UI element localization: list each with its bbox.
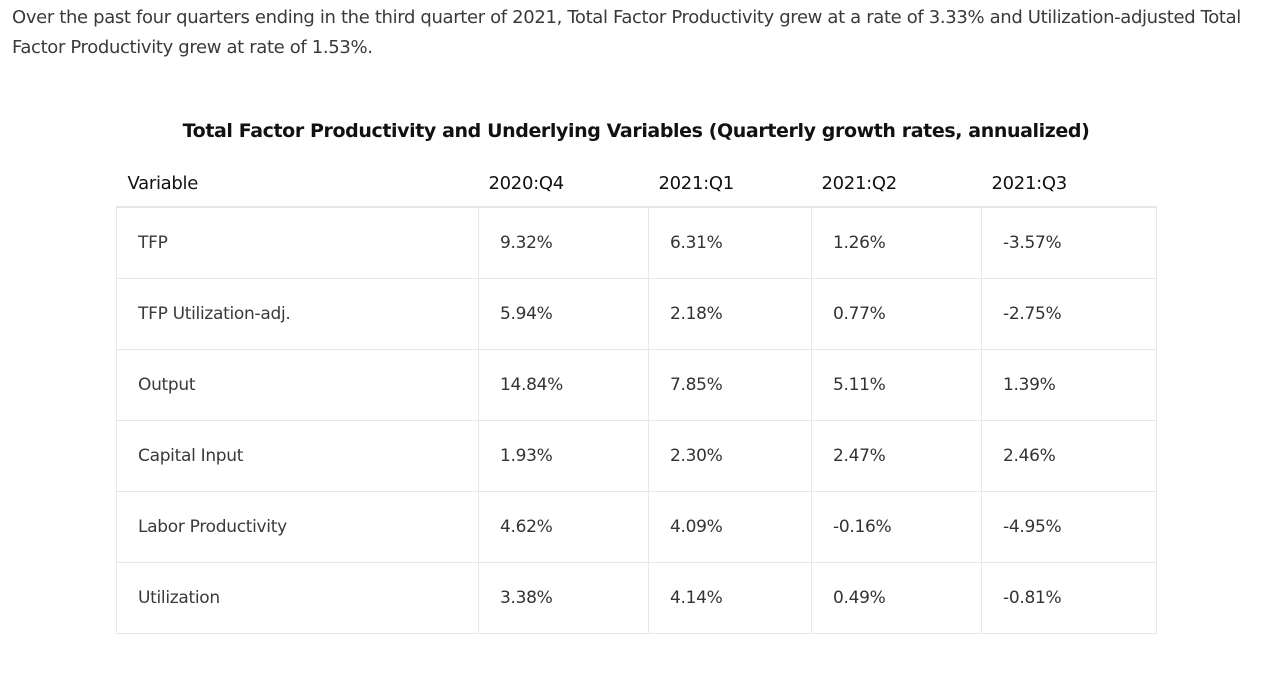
value-cell: 6.31% (648, 206, 812, 279)
table-row: TFP Utilization-adj. 5.94% 2.18% 0.77% -… (116, 278, 1157, 350)
value-cell: 1.39% (981, 349, 1157, 421)
value-cell: 7.85% (648, 349, 812, 421)
table-row: Capital Input 1.93% 2.30% 2.47% 2.46% (116, 420, 1157, 492)
value-cell: 5.11% (811, 349, 982, 421)
value-cell: 2.30% (648, 420, 812, 492)
variable-name-cell: Labor Productivity (116, 491, 479, 563)
variable-name-cell: TFP Utilization-adj. (116, 278, 479, 350)
value-cell: 1.26% (811, 206, 982, 279)
column-header-variable: Variable (127, 172, 199, 194)
value-cell: 14.84% (478, 349, 649, 421)
value-cell: 9.32% (478, 206, 649, 279)
value-cell: 2.46% (981, 420, 1157, 492)
value-cell: 0.49% (811, 562, 982, 634)
value-cell: 2.47% (811, 420, 982, 492)
table-title: Total Factor Productivity and Underlying… (182, 120, 1090, 142)
table-row: Labor Productivity 4.62% 4.09% -0.16% -4… (116, 491, 1157, 563)
column-header-2020-q4: 2020:Q4 (488, 172, 565, 194)
value-cell: 5.94% (478, 278, 649, 350)
table-row: Output 14.84% 7.85% 5.11% 1.39% (116, 349, 1157, 421)
variable-name-cell: Capital Input (116, 420, 479, 492)
value-cell: 4.09% (648, 491, 812, 563)
value-cell: -0.81% (981, 562, 1157, 634)
table-row: TFP 9.32% 6.31% 1.26% -3.57% (116, 206, 1157, 279)
value-cell: 3.38% (478, 562, 649, 634)
value-cell: 0.77% (811, 278, 982, 350)
column-header-2021-q3: 2021:Q3 (991, 172, 1068, 194)
value-cell: 4.14% (648, 562, 812, 634)
variable-name-cell: TFP (116, 206, 479, 279)
value-cell: 4.62% (478, 491, 649, 563)
table-row: Utilization 3.38% 4.14% 0.49% -0.81% (116, 562, 1157, 634)
productivity-table: Variable 2020:Q4 2021:Q1 2021:Q2 2021:Q3… (116, 160, 1157, 634)
table-header-row: Variable 2020:Q4 2021:Q1 2021:Q2 2021:Q3 (116, 160, 1157, 207)
value-cell: -3.57% (981, 206, 1157, 279)
variable-name-cell: Output (116, 349, 479, 421)
column-header-2021-q1: 2021:Q1 (658, 172, 735, 194)
variable-name-cell: Utilization (116, 562, 479, 634)
value-cell: -4.95% (981, 491, 1157, 563)
value-cell: 1.93% (478, 420, 649, 492)
value-cell: -2.75% (981, 278, 1157, 350)
column-header-2021-q2: 2021:Q2 (821, 172, 898, 194)
intro-paragraph: Over the past four quarters ending in th… (12, 7, 1241, 58)
value-cell: -0.16% (811, 491, 982, 563)
value-cell: 2.18% (648, 278, 812, 350)
